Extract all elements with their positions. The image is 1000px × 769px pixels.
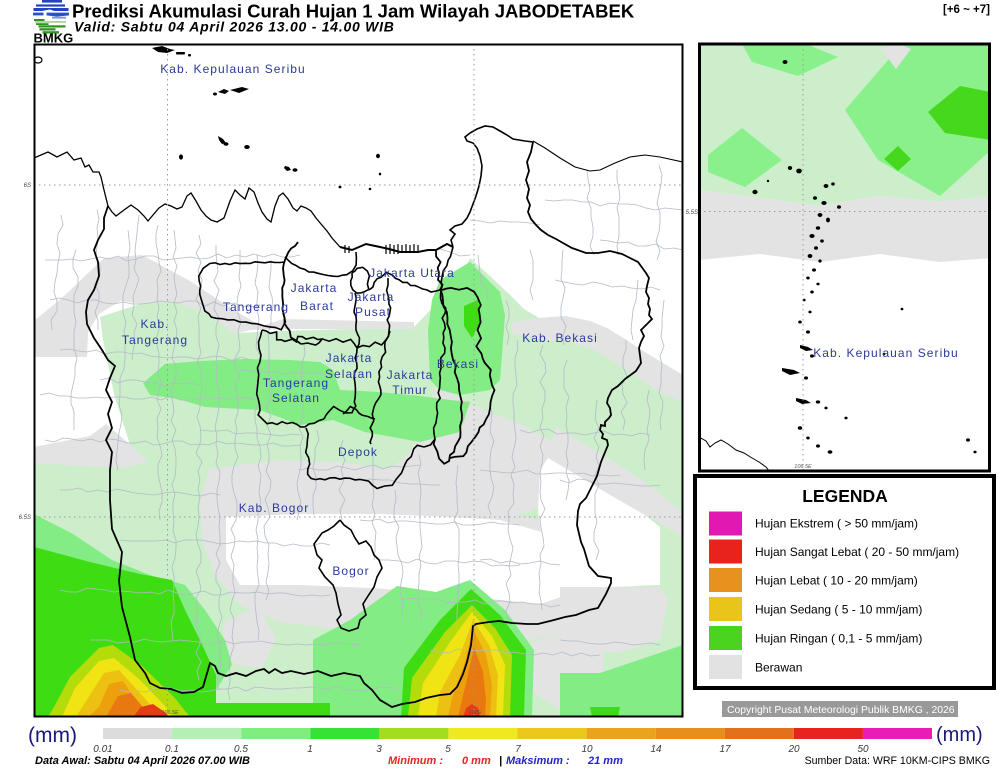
svg-text:Hujan Sangat Lebat ( 20 - 50 m: Hujan Sangat Lebat ( 20 - 50 mm/jam) [755, 545, 959, 559]
svg-text:Berawan: Berawan [755, 661, 802, 675]
svg-text:Tangerang: Tangerang [122, 333, 188, 347]
svg-text:0.01: 0.01 [93, 744, 112, 755]
svg-text:Jakarta Utara: Jakarta Utara [369, 266, 455, 280]
svg-text:(mm): (mm) [28, 724, 77, 747]
svg-text:0.1: 0.1 [165, 744, 179, 755]
svg-text:Bekasi: Bekasi [437, 357, 479, 371]
svg-text:Minimum :: Minimum : [388, 755, 443, 767]
svg-text:Jakarta: Jakarta [348, 290, 395, 304]
svg-text:Hujan Ringan ( 0,1 - 5 mm/jam): Hujan Ringan ( 0,1 - 5 mm/jam) [755, 632, 922, 646]
svg-text:0.5: 0.5 [234, 744, 248, 755]
svg-text:106.5E: 106.5E [794, 464, 812, 470]
svg-text:3: 3 [376, 744, 382, 755]
svg-text:Hujan Lebat ( 10 - 20 mm/jam): Hujan Lebat ( 10 - 20 mm/jam) [755, 574, 918, 588]
svg-text:5.5S: 5.5S [686, 210, 698, 216]
svg-text:Kab. Kepulauan Seribu: Kab. Kepulauan Seribu [160, 62, 305, 76]
svg-text:17: 17 [719, 744, 731, 755]
svg-text:Kab.: Kab. [141, 317, 170, 331]
svg-text:Sumber Data: WRF 10KM-CIPS BMK: Sumber Data: WRF 10KM-CIPS BMKG [805, 755, 990, 767]
svg-text:Data Awal: Sabtu 04 April 2026: Data Awal: Sabtu 04 April 2026 07.00 WIB [35, 755, 250, 767]
svg-text:Tangerang: Tangerang [223, 300, 289, 314]
svg-text:Kab. Kepulauan Seribu: Kab. Kepulauan Seribu [813, 346, 958, 360]
svg-text:6S: 6S [24, 183, 31, 189]
svg-text:Prediksi Akumulasi Curah Hujan: Prediksi Akumulasi Curah Hujan 1 Jam Wil… [72, 1, 635, 22]
svg-text:Maksimum :: Maksimum : [506, 755, 570, 767]
svg-text:(mm): (mm) [936, 724, 983, 746]
svg-text:[+6 ~ +7]: [+6 ~ +7] [943, 4, 990, 16]
svg-text:LEGENDA: LEGENDA [802, 486, 888, 506]
svg-text:0 mm: 0 mm [462, 755, 491, 767]
svg-text:107E: 107E [469, 710, 482, 716]
svg-text:7: 7 [515, 744, 521, 755]
svg-text:6.5S: 6.5S [19, 515, 31, 521]
svg-text:Tangerang: Tangerang [263, 376, 329, 390]
svg-text:1: 1 [307, 744, 313, 755]
svg-text:Kab. Bekasi: Kab. Bekasi [522, 331, 598, 345]
svg-text:Hujan Ekstrem ( > 50 mm/jam): Hujan Ekstrem ( > 50 mm/jam) [755, 517, 918, 531]
svg-text:106.5E: 106.5E [161, 710, 179, 716]
svg-text:Selatan: Selatan [272, 391, 320, 405]
svg-text:10: 10 [581, 744, 593, 755]
svg-text:Hujan Sedang ( 5 - 10 mm/jam): Hujan Sedang ( 5 - 10 mm/jam) [755, 603, 922, 617]
svg-text:Barat: Barat [300, 299, 334, 313]
svg-text:Jakarta: Jakarta [387, 368, 434, 382]
svg-text:Copyright Pusat Meteorologi Pu: Copyright Pusat Meteorologi Publik BMKG … [727, 705, 955, 716]
svg-text:20: 20 [787, 744, 800, 755]
svg-text:Valid: Sabtu 04 April 2026 13.: Valid: Sabtu 04 April 2026 13.00 - 14.00… [74, 19, 395, 35]
svg-text:Timur: Timur [392, 383, 427, 397]
svg-text:|: | [499, 755, 502, 767]
svg-text:21 mm: 21 mm [587, 755, 623, 767]
svg-text:Depok: Depok [338, 445, 378, 459]
svg-text:Pusat: Pusat [355, 305, 391, 319]
svg-text:14: 14 [650, 744, 662, 755]
svg-text:Kab. Bogor: Kab. Bogor [239, 501, 310, 515]
svg-text:Jakarta: Jakarta [326, 351, 373, 365]
svg-text:Selatan: Selatan [325, 367, 373, 381]
svg-text:50: 50 [857, 744, 869, 755]
svg-text:Bogor: Bogor [332, 564, 369, 578]
svg-text:5: 5 [445, 744, 451, 755]
svg-text:BMKG: BMKG [34, 31, 74, 46]
svg-text:Jakarta: Jakarta [291, 281, 338, 295]
